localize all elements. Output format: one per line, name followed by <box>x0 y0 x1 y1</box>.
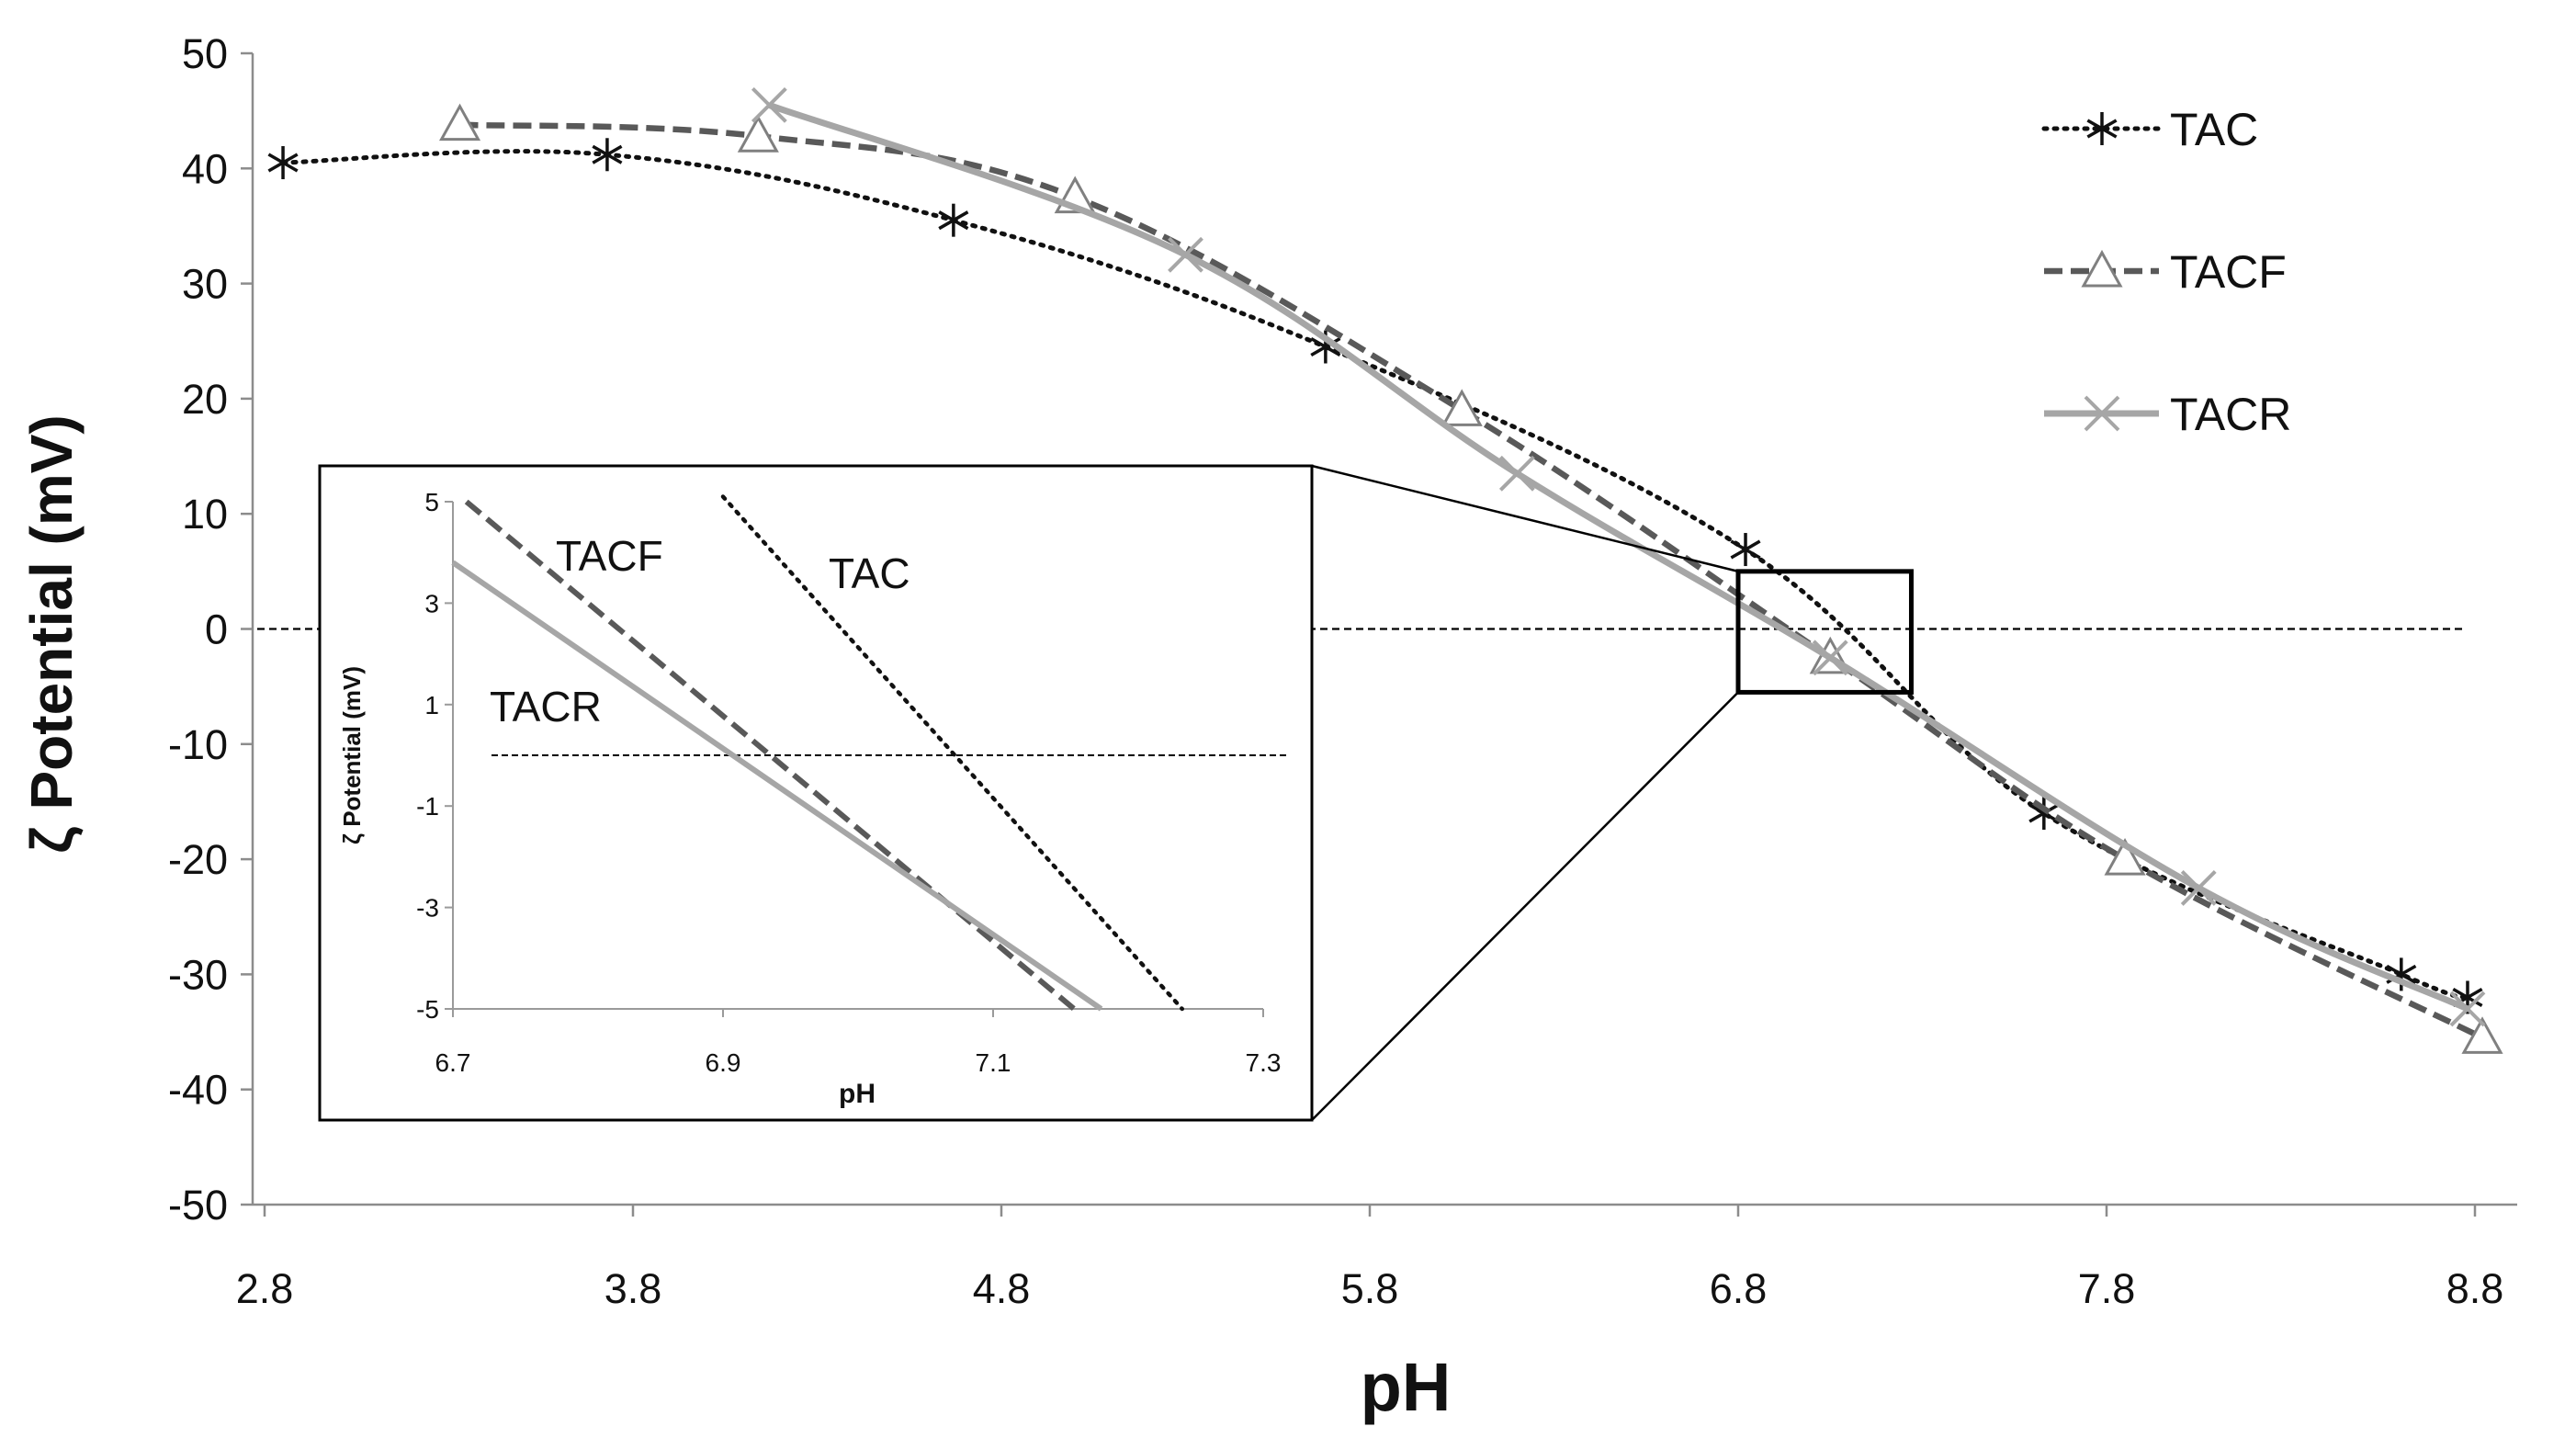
inset-y-tick-label: 5 <box>424 488 439 516</box>
x-tick-label: 7.8 <box>2078 1265 2136 1312</box>
data-point-tacr <box>751 86 787 123</box>
x-tick-label: 5.8 <box>1341 1265 1399 1312</box>
inset-x-tick-label: 7.3 <box>1246 1048 1282 1077</box>
data-point-tacr <box>1812 640 1848 676</box>
inset-x-axis-title: pH <box>839 1079 876 1109</box>
x-tick-label: 8.8 <box>2446 1265 2504 1312</box>
inset-y-tick-label: 3 <box>424 589 439 617</box>
inset-y-axis-title: ζ Potential (mV) <box>338 666 366 844</box>
data-point-tacr <box>1168 236 1203 273</box>
data-point-tac-stroke <box>938 210 969 231</box>
y-tick-label: 10 <box>182 491 228 538</box>
series-line-tac <box>280 149 2470 1000</box>
y-axis-title: ζ Potential (mV) <box>18 414 85 854</box>
data-point-tac-stroke <box>267 153 299 173</box>
data-point-tacr-stroke <box>751 86 787 123</box>
data-point-tacr <box>2449 991 2486 1027</box>
y-tick-label: 20 <box>182 376 228 423</box>
inset-y-tick-label: 1 <box>424 691 439 719</box>
legend-marker-tac <box>2086 112 2118 145</box>
y-tick-label: -20 <box>168 836 228 883</box>
zoom-rectangle <box>1735 569 1914 695</box>
inset-y-tick-label: -3 <box>416 894 439 923</box>
inset-series-label-tacf: TACF <box>556 532 663 580</box>
data-point-tacf <box>438 103 481 142</box>
data-point-tacr <box>2180 870 2217 906</box>
data-point-tacr-stroke <box>1498 455 1535 492</box>
data-point-tacf <box>1441 389 1483 426</box>
zoom-connector-bottom <box>1311 691 1739 1121</box>
y-tick-label: -30 <box>168 951 228 998</box>
x-axis-title: pH <box>1361 1349 1452 1425</box>
data-point-tac-stroke <box>1730 539 1761 560</box>
legend-marker-tacr-stroke <box>2084 395 2120 432</box>
zoom-box <box>1311 464 1914 1121</box>
data-point-tac <box>938 203 969 237</box>
y-tick-label: 30 <box>182 261 228 308</box>
x-tick-label: 2.8 <box>236 1265 294 1312</box>
legend: TAC TACF TACR <box>2041 104 2291 440</box>
inset-series-label-tacr: TACR <box>490 683 602 730</box>
y-tick-label: -50 <box>168 1182 228 1229</box>
data-point-tacr-stroke <box>1168 236 1203 273</box>
inset-x-tick-label: 6.9 <box>706 1048 741 1077</box>
inset-chart: 5 3 1 -1 -3 -5 6.7 6.9 7.1 7.3 TACF TAC TACR <box>318 464 1314 1122</box>
data-point-tac <box>2028 796 2060 830</box>
x-tick-label: 3.8 <box>604 1265 662 1312</box>
legend-marker-tac-stroke <box>2086 119 2118 139</box>
data-point-tac-stroke <box>592 144 623 164</box>
legend-label-tacr: TACR <box>2170 389 2291 440</box>
legend-label-tac: TAC <box>2170 104 2258 155</box>
data-point-tac <box>1730 533 1761 567</box>
data-point-tac <box>267 146 299 180</box>
data-point-tacr-stroke <box>2449 991 2486 1027</box>
legend-label-tacf: TACF <box>2170 246 2287 298</box>
data-point-tacf <box>737 115 779 153</box>
y-tick-label: 40 <box>182 145 228 192</box>
x-tick-label: 6.8 <box>1710 1265 1768 1312</box>
data-point-tac-stroke <box>2028 803 2060 823</box>
data-point-tacf <box>2461 1016 2503 1054</box>
data-point-tacr-stroke <box>1812 640 1848 676</box>
y-tick-label: -40 <box>168 1067 228 1114</box>
inset-x-tick-label: 7.1 <box>976 1048 1011 1077</box>
y-tick-label: 50 <box>182 30 228 77</box>
data-point-tacr <box>1498 455 1535 492</box>
inset-series-label-tac: TAC <box>829 549 910 597</box>
zoom-connector-top <box>1311 464 1739 573</box>
legend-marker-tacr <box>2084 395 2120 432</box>
x-tick-label: 4.8 <box>973 1265 1031 1312</box>
main-axes: 50 40 30 20 10 0 -10 -20 -30 -40 -502.8 3.8 4.8 5.8 6.… <box>168 30 2517 1312</box>
data-point-tacr-stroke <box>2180 870 2217 906</box>
legend-marker-tacf <box>2081 249 2123 288</box>
data-point-tacf <box>2104 838 2146 876</box>
y-tick-label: 0 <box>205 606 228 653</box>
data-point-tac <box>592 138 623 172</box>
inset-series-line-tacr <box>451 560 1103 1012</box>
inset-series-line-tac <box>720 494 1185 1012</box>
y-tick-label: -10 <box>168 721 228 768</box>
inset-y-tick-label: -5 <box>416 995 439 1024</box>
data-point-tac-stroke <box>1310 336 1341 357</box>
main-series <box>267 86 2503 1054</box>
inset-y-tick-label: -1 <box>416 792 439 821</box>
inset-x-tick-label: 6.7 <box>435 1048 471 1077</box>
